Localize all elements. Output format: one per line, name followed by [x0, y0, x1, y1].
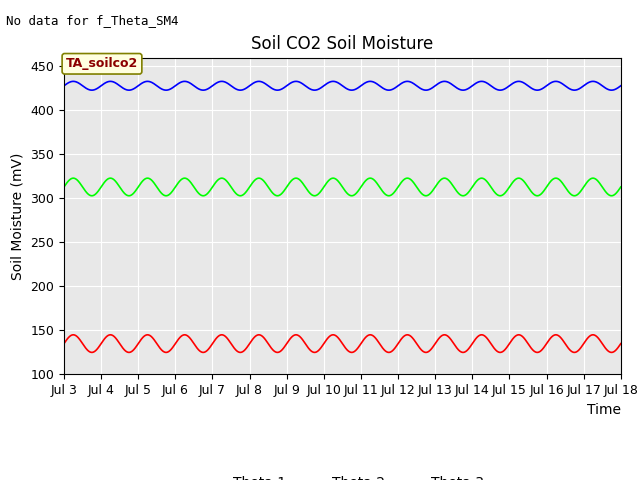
Theta 3	[69, 79, 77, 84]
Theta 1	[234, 348, 241, 354]
Theta 3	[617, 83, 625, 89]
Theta 2	[127, 192, 134, 198]
Theta 2	[234, 192, 241, 198]
Theta 2	[127, 192, 135, 198]
Theta 1	[127, 349, 135, 355]
Line: Theta 2: Theta 2	[64, 178, 621, 196]
Theta 2	[69, 175, 77, 181]
Theta 3	[95, 84, 103, 90]
Theta 3	[445, 80, 453, 85]
Theta 2	[95, 187, 103, 192]
Line: Theta 3: Theta 3	[64, 82, 621, 90]
Theta 1	[88, 349, 96, 355]
Theta 3	[88, 87, 96, 93]
Legend: Theta 1, Theta 2, Theta 3: Theta 1, Theta 2, Theta 3	[195, 470, 490, 480]
Theta 3	[127, 87, 135, 93]
Theta 2	[445, 178, 453, 183]
Theta 1	[60, 341, 68, 347]
Theta 1	[445, 335, 453, 340]
Theta 1	[490, 346, 498, 351]
Theta 1	[127, 349, 134, 355]
X-axis label: Time: Time	[587, 403, 621, 417]
Title: Soil CO2 Soil Moisture: Soil CO2 Soil Moisture	[252, 35, 433, 53]
Theta 1	[69, 332, 77, 338]
Theta 2	[60, 184, 68, 190]
Theta 3	[234, 87, 241, 93]
Text: No data for f_Theta_SM4: No data for f_Theta_SM4	[6, 14, 179, 27]
Theta 3	[60, 83, 68, 89]
Theta 2	[490, 189, 498, 194]
Theta 3	[127, 87, 134, 93]
Theta 2	[88, 193, 96, 199]
Theta 1	[95, 343, 103, 349]
Theta 1	[617, 341, 625, 347]
Text: TA_soilco2: TA_soilco2	[66, 57, 138, 70]
Y-axis label: Soil Moisture (mV): Soil Moisture (mV)	[11, 152, 25, 280]
Theta 2	[617, 184, 625, 190]
Theta 3	[490, 85, 498, 91]
Line: Theta 1: Theta 1	[64, 335, 621, 352]
